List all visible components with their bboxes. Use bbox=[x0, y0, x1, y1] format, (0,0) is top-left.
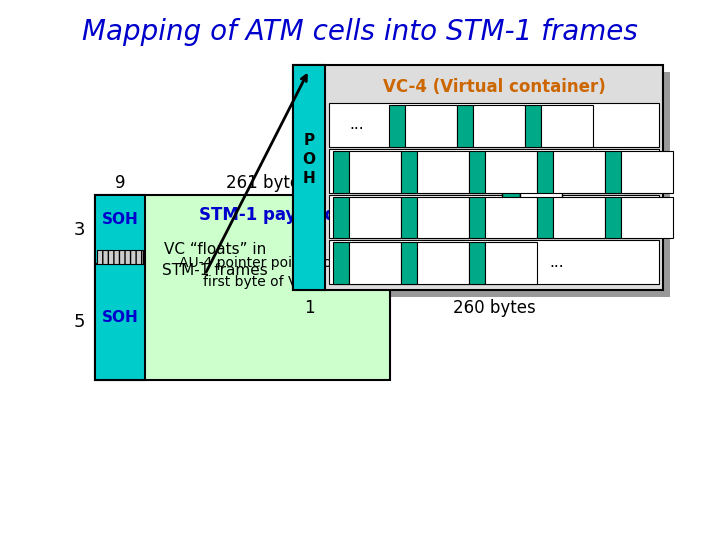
Bar bbox=[329, 194, 659, 238]
Text: VC-4 (Virtual container): VC-4 (Virtual container) bbox=[382, 78, 606, 96]
Text: ...: ... bbox=[350, 117, 364, 132]
Bar bbox=[417, 197, 469, 238]
Bar bbox=[485, 197, 537, 238]
Bar bbox=[502, 187, 520, 205]
Bar bbox=[469, 197, 485, 238]
Bar bbox=[469, 242, 485, 284]
Text: SOH: SOH bbox=[102, 212, 138, 227]
Bar bbox=[349, 151, 401, 192]
Text: ATM cell: ATM cell bbox=[500, 212, 570, 230]
Bar bbox=[333, 151, 349, 192]
Bar bbox=[417, 151, 469, 192]
Text: ...: ... bbox=[549, 255, 564, 269]
Bar bbox=[389, 105, 405, 147]
Bar bbox=[621, 197, 673, 238]
Text: SOH: SOH bbox=[102, 309, 138, 325]
Text: 261 bytes: 261 bytes bbox=[226, 174, 309, 192]
Text: 1: 1 bbox=[304, 299, 315, 317]
Bar bbox=[95, 195, 145, 265]
Bar bbox=[485, 151, 537, 192]
Bar bbox=[520, 187, 562, 205]
Bar bbox=[525, 105, 541, 147]
Bar bbox=[485, 242, 537, 284]
Bar bbox=[541, 105, 593, 147]
Bar bbox=[349, 242, 401, 284]
Bar bbox=[300, 72, 670, 297]
Text: 9: 9 bbox=[114, 174, 125, 192]
Bar bbox=[293, 65, 663, 290]
Text: STM-1 payload: STM-1 payload bbox=[199, 206, 336, 224]
Bar bbox=[621, 151, 673, 192]
Bar bbox=[329, 103, 659, 147]
Text: 5: 5 bbox=[73, 313, 85, 331]
Text: P
O
H: P O H bbox=[302, 133, 315, 186]
Bar bbox=[473, 105, 525, 147]
Bar bbox=[333, 242, 349, 284]
Bar bbox=[417, 242, 469, 284]
Bar bbox=[469, 151, 485, 192]
Bar bbox=[605, 197, 621, 238]
Bar bbox=[537, 151, 553, 192]
Bar bbox=[333, 197, 349, 238]
Text: 5    48: 5 48 bbox=[510, 167, 559, 183]
Text: AU-4 pointer points to
first byte of VC: AU-4 pointer points to first byte of VC bbox=[179, 256, 332, 289]
Bar bbox=[401, 197, 417, 238]
Bar bbox=[537, 197, 553, 238]
Text: 260 bytes: 260 bytes bbox=[453, 299, 536, 317]
Bar bbox=[329, 240, 659, 284]
Bar bbox=[401, 242, 417, 284]
Bar bbox=[457, 105, 473, 147]
Bar bbox=[349, 197, 401, 238]
Bar bbox=[95, 265, 145, 380]
Bar bbox=[553, 197, 605, 238]
Bar bbox=[605, 151, 621, 192]
Text: Mapping of ATM cells into STM-1 frames: Mapping of ATM cells into STM-1 frames bbox=[82, 18, 638, 46]
Bar bbox=[293, 65, 325, 290]
Bar bbox=[553, 151, 605, 192]
Text: VC “floats” in
STM-1 frames: VC “floats” in STM-1 frames bbox=[162, 242, 268, 278]
Bar bbox=[401, 151, 417, 192]
Bar bbox=[95, 195, 390, 380]
Bar bbox=[405, 105, 457, 147]
Text: 3: 3 bbox=[73, 221, 85, 239]
Bar bbox=[97, 251, 143, 265]
Bar bbox=[329, 148, 659, 192]
